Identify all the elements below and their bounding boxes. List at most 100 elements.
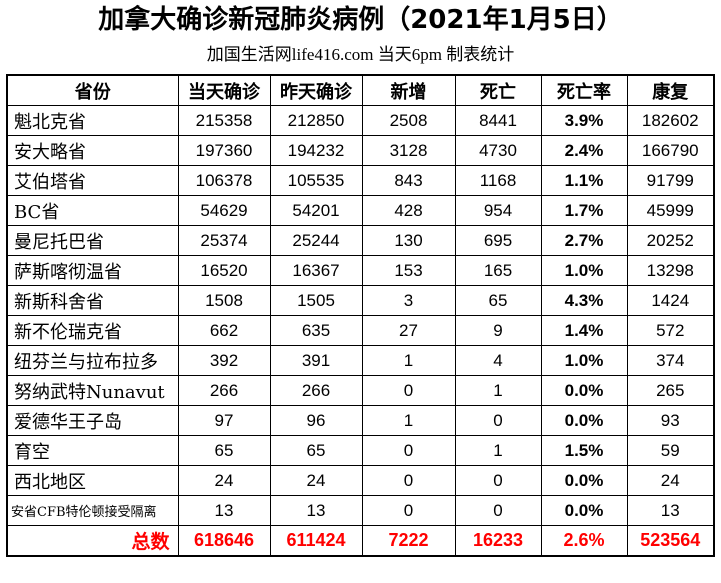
value-cell: 197360 xyxy=(177,135,271,166)
province-cell: 纽芬兰与拉布拉多 xyxy=(6,345,179,376)
covid-stats-table: 省份 当天确诊 昨天确诊 新增 死亡 死亡率 康复 魁北克省 215358 212850 2508… xyxy=(6,74,715,557)
column-header-5: 死亡率 xyxy=(540,74,628,106)
value-cell: 0.0% xyxy=(540,495,628,526)
value-cell: 2.7% xyxy=(540,225,628,256)
value-cell: 0 xyxy=(361,375,456,406)
table-row: 新不伦瑞克省 662 635 27 9 1.4% 572 xyxy=(6,315,715,346)
province-cell: 新不伦瑞克省 xyxy=(6,315,179,346)
value-cell: 3128 xyxy=(361,135,456,166)
table-row: 安大略省 197360 194232 3128 4730 2.4% 166790 xyxy=(6,135,715,166)
province-cell: BC省 xyxy=(6,195,179,226)
value-cell: 374 xyxy=(626,345,715,376)
table-row: 曼尼托巴省 25374 25244 130 695 2.7% 20252 xyxy=(6,225,715,256)
totals-value: 611424 xyxy=(269,525,363,557)
value-cell: 1424 xyxy=(626,285,715,316)
value-cell: 13 xyxy=(269,495,363,526)
value-cell: 1.0% xyxy=(540,345,628,376)
value-cell: 65 xyxy=(454,285,542,316)
value-cell: 96 xyxy=(269,405,363,436)
value-cell: 1.4% xyxy=(540,315,628,346)
value-cell: 265 xyxy=(626,375,715,406)
province-cell: 西北地区 xyxy=(6,465,179,496)
table-row: BC省 54629 54201 428 954 1.7% 45999 xyxy=(6,195,715,226)
value-cell: 1 xyxy=(454,435,542,466)
value-cell: 266 xyxy=(177,375,271,406)
province-cell: 安省CFB特伦顿接受隔离 xyxy=(6,495,179,526)
value-cell: 572 xyxy=(626,315,715,346)
value-cell: 428 xyxy=(361,195,456,226)
value-cell: 24 xyxy=(269,465,363,496)
table-row: 努纳武特Nunavut 266 266 0 1 0.0% 265 xyxy=(6,375,715,406)
value-cell: 13298 xyxy=(626,255,715,286)
value-cell: 4 xyxy=(454,345,542,376)
value-cell: 0.0% xyxy=(540,405,628,436)
province-cell: 努纳武特Nunavut xyxy=(6,375,179,406)
value-cell: 1 xyxy=(454,375,542,406)
totals-value: 618646 xyxy=(177,525,271,557)
value-cell: 695 xyxy=(454,225,542,256)
totals-value: 523564 xyxy=(626,525,715,557)
table-row: 爱德华王子岛 97 96 1 0 0.0% 93 xyxy=(6,405,715,436)
page-subtitle: 加国生活网life416.com 当天6pm 制表统计 xyxy=(206,45,515,64)
value-cell: 2.4% xyxy=(540,135,628,166)
value-cell: 3 xyxy=(361,285,456,316)
value-cell: 662 xyxy=(177,315,271,346)
value-cell: 1.7% xyxy=(540,195,628,226)
value-cell: 93 xyxy=(626,405,715,436)
table-row: 魁北克省 215358 212850 2508 8441 3.9% 182602 xyxy=(6,105,715,136)
table-row: 西北地区 24 24 0 0 0.0% 24 xyxy=(6,465,715,496)
value-cell: 54201 xyxy=(269,195,363,226)
value-cell: 54629 xyxy=(177,195,271,226)
value-cell: 1.0% xyxy=(540,255,628,286)
value-cell: 1505 xyxy=(269,285,363,316)
value-cell: 0 xyxy=(454,495,542,526)
value-cell: 0.0% xyxy=(540,375,628,406)
value-cell: 65 xyxy=(269,435,363,466)
header-row: 省份 当天确诊 昨天确诊 新增 死亡 死亡率 康复 xyxy=(6,74,715,106)
value-cell: 0 xyxy=(454,405,542,436)
table-row: 新斯科舍省 1508 1505 3 65 4.3% 1424 xyxy=(6,285,715,316)
value-cell: 20252 xyxy=(626,225,715,256)
value-cell: 106378 xyxy=(177,165,271,196)
column-header-0: 省份 xyxy=(6,74,179,106)
value-cell: 954 xyxy=(454,195,542,226)
column-header-3: 新增 xyxy=(361,74,456,106)
value-cell: 105535 xyxy=(269,165,363,196)
table-row: 育空 65 65 0 1 1.5% 59 xyxy=(6,435,715,466)
value-cell: 0.0% xyxy=(540,465,628,496)
value-cell: 165 xyxy=(454,255,542,286)
value-cell: 13 xyxy=(626,495,715,526)
totals-label: 总数 xyxy=(6,525,179,557)
province-cell: 魁北克省 xyxy=(6,105,179,136)
totals-value: 16233 xyxy=(454,525,542,557)
value-cell: 16520 xyxy=(177,255,271,286)
column-header-6: 康复 xyxy=(626,74,715,106)
value-cell: 4730 xyxy=(454,135,542,166)
value-cell: 166790 xyxy=(626,135,715,166)
province-cell: 育空 xyxy=(6,435,179,466)
value-cell: 16367 xyxy=(269,255,363,286)
value-cell: 843 xyxy=(361,165,456,196)
value-cell: 2508 xyxy=(361,105,456,136)
value-cell: 25244 xyxy=(269,225,363,256)
value-cell: 391 xyxy=(269,345,363,376)
totals-row: 总数 618646 611424 7222 16233 2.6% 523564 xyxy=(6,525,715,557)
value-cell: 25374 xyxy=(177,225,271,256)
value-cell: 0 xyxy=(361,495,456,526)
value-cell: 8441 xyxy=(454,105,542,136)
value-cell: 0 xyxy=(361,435,456,466)
value-cell: 13 xyxy=(177,495,271,526)
value-cell: 24 xyxy=(626,465,715,496)
value-cell: 266 xyxy=(269,375,363,406)
value-cell: 194232 xyxy=(269,135,363,166)
column-header-4: 死亡 xyxy=(454,74,542,106)
column-header-1: 当天确诊 xyxy=(177,74,271,106)
province-cell: 曼尼托巴省 xyxy=(6,225,179,256)
table-row: 艾伯塔省 106378 105535 843 1168 1.1% 91799 xyxy=(6,165,715,196)
page-title: 加拿大确诊新冠肺炎病例（2021年1月5日） xyxy=(98,5,623,35)
value-cell: 1168 xyxy=(454,165,542,196)
value-cell: 24 xyxy=(177,465,271,496)
value-cell: 0 xyxy=(361,465,456,496)
value-cell: 215358 xyxy=(177,105,271,136)
